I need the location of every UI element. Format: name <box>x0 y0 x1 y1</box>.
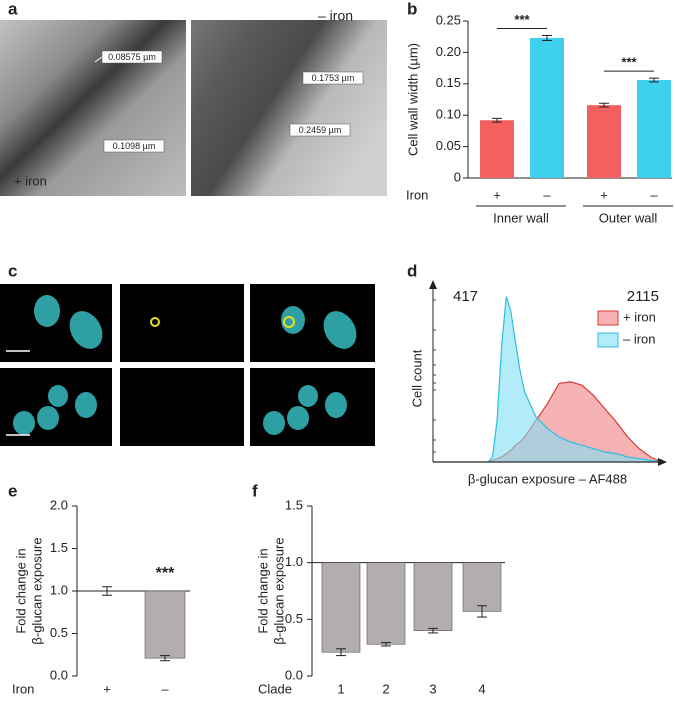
row-label: Iron <box>12 681 34 696</box>
cell <box>325 392 347 418</box>
arrowhead <box>658 458 667 466</box>
y-tick-label: 0.15 <box>436 75 461 90</box>
cell <box>75 392 97 418</box>
area <box>433 296 663 463</box>
annotation: 417 <box>453 288 478 305</box>
measure-label: 0.1098 µm <box>113 141 156 151</box>
legend-swatch <box>597 310 619 326</box>
y-tick-label: 1.5 <box>50 540 68 555</box>
caption: – iron <box>318 8 353 24</box>
x-tick-label: 1 <box>337 681 344 696</box>
y-axis-label: β-glucan exposure <box>29 537 44 644</box>
y-tick-label: 0.05 <box>436 138 461 153</box>
legend-label: – iron <box>623 331 656 346</box>
y-tick-label: 1.0 <box>50 582 68 597</box>
y-tick-label: 1.5 <box>285 497 303 512</box>
x-tick-label: + <box>493 187 501 202</box>
label-box <box>302 71 364 85</box>
legend-swatch <box>597 332 619 348</box>
arrowhead <box>429 280 437 289</box>
group-label: Outer wall <box>599 210 658 225</box>
bar <box>366 562 406 645</box>
y-axis-label: β-glucan exposure <box>271 537 286 644</box>
caption: + iron <box>14 173 47 188</box>
measure-label: 0.1753 µm <box>312 73 355 83</box>
y-axis-label: Cell count <box>409 349 424 407</box>
spot <box>150 317 160 327</box>
bar <box>530 37 564 179</box>
cell <box>37 406 59 430</box>
fluorescence-images <box>0 284 375 446</box>
x-tick-label: – <box>161 681 169 696</box>
micrograph <box>191 20 387 196</box>
label-box <box>289 123 351 137</box>
pointer <box>94 56 103 63</box>
image <box>250 368 375 446</box>
panel-label: f <box>252 481 258 500</box>
x-tick-label: + <box>600 187 608 202</box>
x-axis-label: β-glucan exposure – AF488 <box>468 471 627 486</box>
image <box>120 284 244 362</box>
image <box>250 284 375 362</box>
bar <box>321 562 361 653</box>
legend-label: + iron <box>623 309 656 324</box>
x-tick-label: 2 <box>382 681 389 696</box>
cell <box>263 411 285 435</box>
bar <box>480 120 514 178</box>
x-tick-label: 3 <box>429 681 436 696</box>
cell <box>34 295 60 327</box>
y-tick-label: 0.25 <box>436 12 461 27</box>
label-box <box>103 139 165 153</box>
significance: *** <box>514 12 530 27</box>
x-tick-label: 4 <box>478 681 485 696</box>
cell <box>323 311 357 349</box>
group-label: Inner wall <box>493 210 549 225</box>
significance: *** <box>621 55 637 70</box>
y-tick-label: 2.0 <box>50 497 68 512</box>
row-label: Iron <box>406 187 428 202</box>
panel-label: e <box>8 481 17 500</box>
bar <box>637 80 671 178</box>
y-tick-label: 0.5 <box>50 625 68 640</box>
y-tick-label: 0.20 <box>436 44 461 59</box>
label-box <box>101 50 163 64</box>
significance: *** <box>156 565 175 582</box>
micrograph <box>0 20 186 196</box>
cell <box>298 385 318 407</box>
x-tick-label: + <box>103 681 111 696</box>
panel-label: b <box>407 0 417 18</box>
annotation: 2115 <box>627 288 659 305</box>
y-tick-label: 0.0 <box>285 667 303 682</box>
row-label: Clade <box>258 681 292 696</box>
bar <box>587 105 621 178</box>
x-tick-label: – <box>650 187 658 202</box>
cell <box>69 311 103 349</box>
spot <box>283 316 295 328</box>
y-axis-label: Cell wall width (µm) <box>405 43 420 156</box>
panel-label: c <box>8 261 17 280</box>
y-tick-label: 0.10 <box>436 107 461 122</box>
cell <box>48 385 68 407</box>
cell <box>287 406 309 430</box>
bar <box>462 562 502 612</box>
measure-label: 0.08575 µm <box>108 52 156 62</box>
cell <box>13 411 35 435</box>
x-tick-label: – <box>543 187 551 202</box>
measure-label: 0.2459 µm <box>299 125 342 135</box>
y-axis-label: Fold change in <box>13 548 28 633</box>
panel-label: a <box>8 0 18 18</box>
y-tick-label: 1.0 <box>285 554 303 569</box>
image <box>120 368 244 446</box>
y-axis-label: Fold change in <box>255 548 270 633</box>
bar <box>144 590 186 659</box>
y-tick-label: 0 <box>454 169 461 184</box>
y-tick-label: 0.5 <box>285 611 303 626</box>
panel-label: d <box>407 261 417 280</box>
bar <box>413 562 453 631</box>
y-tick-label: 0.0 <box>50 667 68 682</box>
